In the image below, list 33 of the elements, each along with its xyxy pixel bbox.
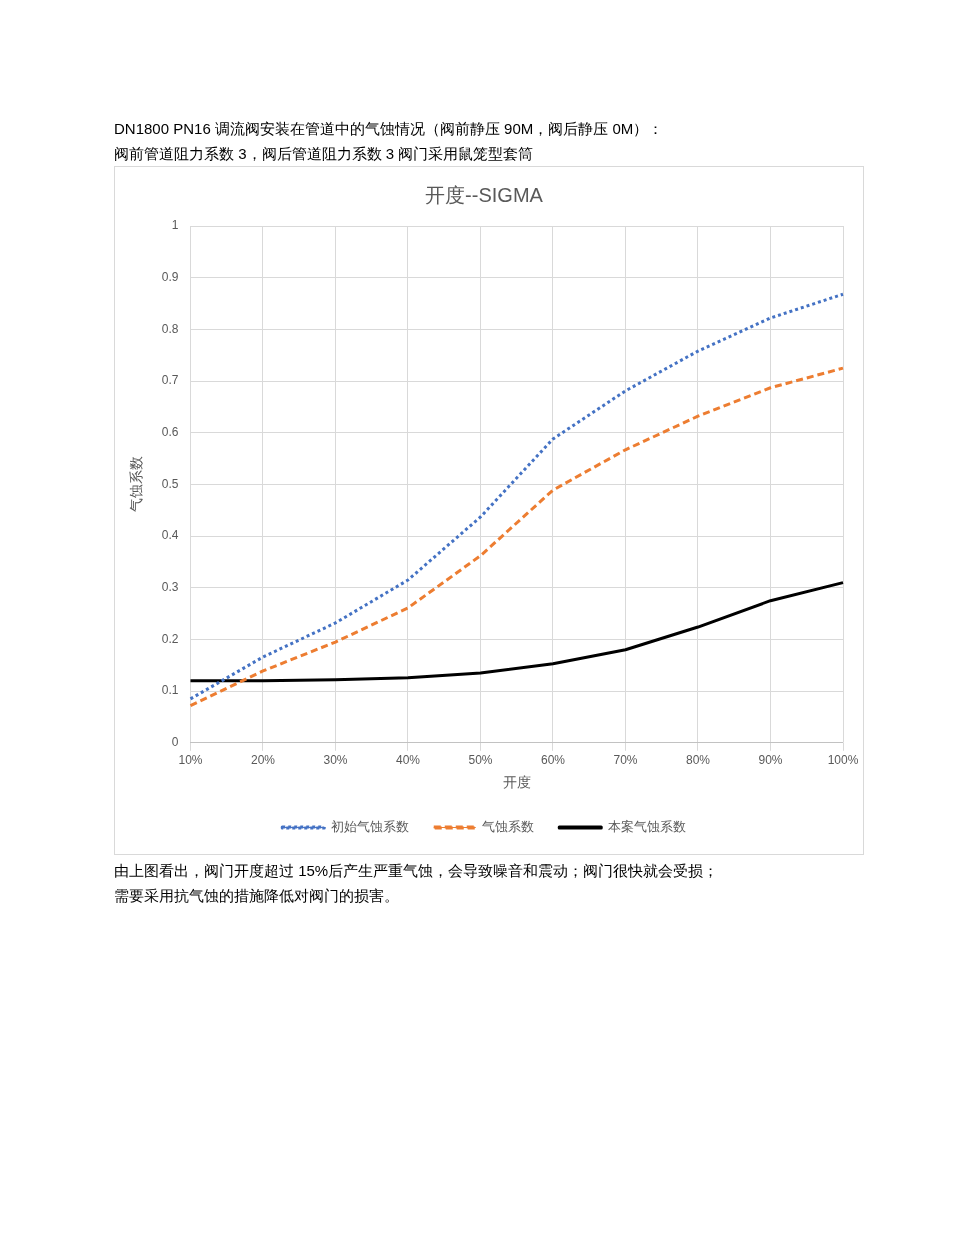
x-tick-label: 30% [323, 753, 348, 768]
x-tick-label: 90% [758, 753, 783, 768]
y-tick-label: 0.7 [161, 373, 179, 388]
legend-label: 气蚀系数 [482, 819, 535, 835]
y-tick-label: 0.3 [161, 580, 179, 595]
y-axis-title: 气蚀系数 [128, 456, 145, 513]
x-tick-label: 10% [178, 753, 203, 768]
legend-label: 本案气蚀系数 [607, 819, 686, 835]
y-tick-label: 0.9 [161, 269, 179, 284]
legend-label: 初始气蚀系数 [330, 819, 409, 835]
x-axis-title: 开度 [502, 774, 531, 791]
x-tick-label: 70% [613, 753, 638, 768]
y-tick-label: 0.4 [161, 528, 179, 543]
text: 阀前管道阻力系数 3，阀后管道阻力系数 3 阀门采用鼠笼型套筒 [114, 144, 535, 164]
x-tick-label: 100% [827, 753, 859, 768]
x-tick-label: 50% [468, 753, 493, 768]
line-series [188, 292, 845, 701]
x-tick-label: 60% [540, 753, 566, 768]
y-tick-label: 0.2 [161, 631, 179, 646]
chart-title: 开度--SIGMA [425, 183, 544, 206]
text: 需要采用抗气蚀的措施降低对阀门的损害。 [114, 886, 400, 906]
y-tick-label: 0.5 [161, 476, 179, 491]
x-tick-label: 40% [395, 753, 421, 768]
x-tick-label: 80% [685, 753, 711, 768]
line-series [188, 366, 845, 708]
y-tick-label: 0 [171, 735, 179, 750]
x-tick-label: 20% [250, 753, 276, 768]
y-tick-label: 0.1 [161, 683, 179, 698]
text: 由上图看出，阀门开度超过 15%后产生严重气蚀，会导致噪音和震动；阀门很快就会受损； [114, 861, 719, 881]
y-tick-label: 0.8 [161, 321, 179, 336]
text: DN1800 PN16 调流阀安装在管道中的气蚀情况（阀前静压 90M，阀后静压 0M）： [114, 119, 664, 139]
y-tick-label: 0.6 [161, 425, 179, 440]
y-tick-label: 1 [171, 218, 179, 233]
